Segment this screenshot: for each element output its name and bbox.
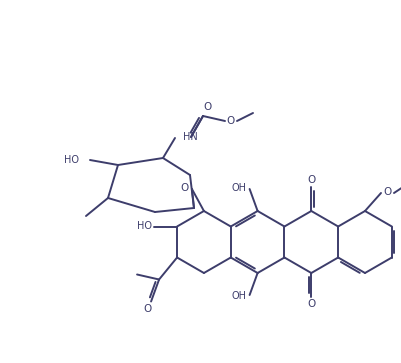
Text: HO: HO <box>64 155 79 165</box>
Text: OH: OH <box>231 183 245 193</box>
Text: O: O <box>383 187 391 197</box>
Text: O: O <box>306 175 315 185</box>
Text: O: O <box>226 116 235 126</box>
Text: O: O <box>203 102 212 112</box>
Text: OH: OH <box>231 291 245 301</box>
Text: HN: HN <box>182 132 197 142</box>
Text: O: O <box>143 305 151 314</box>
Text: O: O <box>180 183 188 193</box>
Text: HO: HO <box>136 221 151 232</box>
Text: O: O <box>306 299 315 309</box>
